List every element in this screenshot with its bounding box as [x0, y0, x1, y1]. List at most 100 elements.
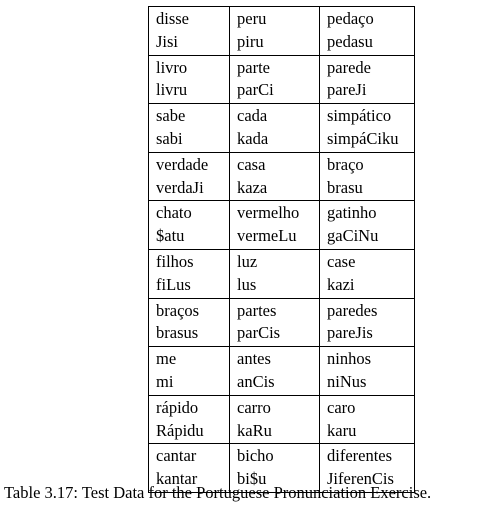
- orthographic-word: verdade: [156, 154, 209, 174]
- orthographic-word: sabe: [156, 106, 186, 126]
- phonetic-transcription: brasu: [327, 177, 363, 197]
- phonetic-transcription: kazi: [327, 274, 355, 294]
- orthographic-word: me: [156, 349, 177, 369]
- phonetic-transcription: Rápidu: [156, 420, 204, 440]
- orthographic-word: casa: [237, 154, 266, 174]
- table-cell: vermelho vermeLu: [229, 200, 320, 250]
- orthographic-word: diferentes: [327, 446, 393, 466]
- phonetic-transcription: pareJi: [327, 80, 367, 100]
- table-cell: sabe sabi: [148, 103, 230, 153]
- table-cell: me mi: [148, 346, 230, 396]
- table-cell: braço brasu: [319, 151, 415, 202]
- orthographic-word: carro: [237, 397, 271, 417]
- phonetic-transcription: vermeLu: [237, 226, 297, 246]
- phonetic-transcription: verdaJi: [156, 177, 204, 197]
- phonetic-transcription: anCis: [237, 371, 275, 391]
- table-row: verdade verdaJi casa kaza braço brasu: [148, 151, 415, 202]
- phonetic-transcription: niNus: [327, 371, 367, 391]
- table-cell: rápido Rápidu: [148, 394, 230, 445]
- table-caption: Table 3.17: Test Data for the Portuguese…: [4, 483, 432, 502]
- table-row: rápido Rápidu carro kaRu caro karu: [148, 394, 415, 445]
- table-cell: paredes pareJis: [319, 297, 415, 348]
- table-cell: disse Jisi: [148, 6, 230, 56]
- phonetic-transcription: kantar: [156, 469, 198, 489]
- table-row: braços brasus partes parCis paredes pareJis: [148, 297, 415, 348]
- orthographic-word: braços: [156, 300, 200, 320]
- phonetic-transcription: piru: [237, 31, 264, 51]
- phonetic-transcription: fiLus: [156, 274, 191, 294]
- phonetic-transcription: parCi: [237, 80, 274, 100]
- phonetic-transcription: mi: [156, 371, 174, 391]
- orthographic-word: luz: [237, 251, 258, 271]
- table-cell: simpático simpáCiku: [319, 103, 415, 153]
- table-cell: partes parCis: [229, 297, 320, 348]
- orthographic-word: cada: [237, 106, 268, 126]
- phonetic-transcription: pedasu: [327, 31, 373, 51]
- phonetic-transcription: gaCiNu: [327, 226, 379, 246]
- pronunciation-table: disse Jisi peru piru pedaço pedasu livro livru p…: [148, 6, 415, 493]
- orthographic-word: caro: [327, 397, 356, 417]
- table-cell: cantar kantar: [148, 443, 230, 493]
- pronunciation-table-container: disse Jisi peru piru pedaço pedasu livro livru p…: [148, 6, 415, 493]
- table-row: chato $atu vermelho vermeLu gatinho gaCiNu: [148, 200, 415, 250]
- phonetic-transcription: kaRu: [237, 420, 272, 440]
- orthographic-word: parte: [237, 57, 270, 77]
- table-row: sabe sabi cada kada simpático simpáCiku: [148, 103, 415, 153]
- table-cell: braços brasus: [148, 297, 230, 348]
- orthographic-word: rápido: [156, 397, 199, 417]
- orthographic-word: gatinho: [327, 203, 377, 223]
- phonetic-transcription: sabi: [156, 128, 183, 148]
- phonetic-transcription: livru: [156, 80, 188, 100]
- phonetic-transcription: brasus: [156, 323, 199, 343]
- table-row: disse Jisi peru piru pedaço pedasu: [148, 6, 415, 56]
- table-cell: parte parCi: [229, 54, 320, 105]
- phonetic-transcription: karu: [327, 420, 357, 440]
- table-cell: diferentes JiferenCis: [319, 443, 415, 493]
- phonetic-transcription: simpáCiku: [327, 128, 399, 148]
- orthographic-word: disse: [156, 9, 189, 28]
- phonetic-transcription: kaza: [237, 177, 268, 197]
- phonetic-transcription: Jisi: [156, 31, 179, 51]
- phonetic-transcription: parCis: [237, 323, 281, 343]
- table-cell: parede pareJi: [319, 54, 415, 105]
- orthographic-word: simpático: [327, 106, 392, 126]
- pronunciation-table-body: disse Jisi peru piru pedaço pedasu livro livru p…: [148, 6, 415, 493]
- orthographic-word: filhos: [156, 251, 194, 271]
- phonetic-transcription: bi$u: [237, 469, 267, 489]
- orthographic-word: bicho: [237, 446, 274, 466]
- orthographic-word: peru: [237, 9, 267, 28]
- phonetic-transcription: $atu: [156, 226, 185, 246]
- table-cell: bicho bi$u: [229, 443, 320, 493]
- phonetic-transcription: pareJis: [327, 323, 373, 343]
- orthographic-word: paredes: [327, 300, 378, 320]
- orthographic-word: chato: [156, 203, 192, 223]
- orthographic-word: livro: [156, 57, 188, 77]
- table-cell: peru piru: [229, 6, 320, 56]
- table-cell: case kazi: [319, 248, 415, 299]
- table-cell: casa kaza: [229, 151, 320, 202]
- table-cell: pedaço pedasu: [319, 6, 415, 56]
- table-cell: chato $atu: [148, 200, 230, 250]
- table-row: me mi antes anCis ninhos niNus: [148, 346, 415, 396]
- table-cell: verdade verdaJi: [148, 151, 230, 202]
- table-cell: livro livru: [148, 54, 230, 105]
- orthographic-word: parede: [327, 57, 371, 77]
- orthographic-word: cantar: [156, 446, 197, 466]
- orthographic-word: case: [327, 251, 356, 271]
- table-cell: antes anCis: [229, 346, 320, 396]
- phonetic-transcription: lus: [237, 274, 257, 294]
- phonetic-transcription: kada: [237, 128, 269, 148]
- table-row: cantar kantar bicho bi$u diferentes JiferenCi…: [148, 443, 415, 493]
- orthographic-word: partes: [237, 300, 277, 320]
- orthographic-word: antes: [237, 349, 271, 369]
- table-cell: carro kaRu: [229, 394, 320, 445]
- orthographic-word: pedaço: [327, 9, 374, 28]
- table-cell: caro karu: [319, 394, 415, 445]
- table-cell: ninhos niNus: [319, 346, 415, 396]
- orthographic-word: ninhos: [327, 349, 372, 369]
- table-row: livro livru parte parCi parede pareJi: [148, 54, 415, 105]
- orthographic-word: vermelho: [237, 203, 300, 223]
- table-cell: filhos fiLus: [148, 248, 230, 299]
- table-cell: cada kada: [229, 103, 320, 153]
- phonetic-transcription: JiferenCis: [327, 469, 394, 489]
